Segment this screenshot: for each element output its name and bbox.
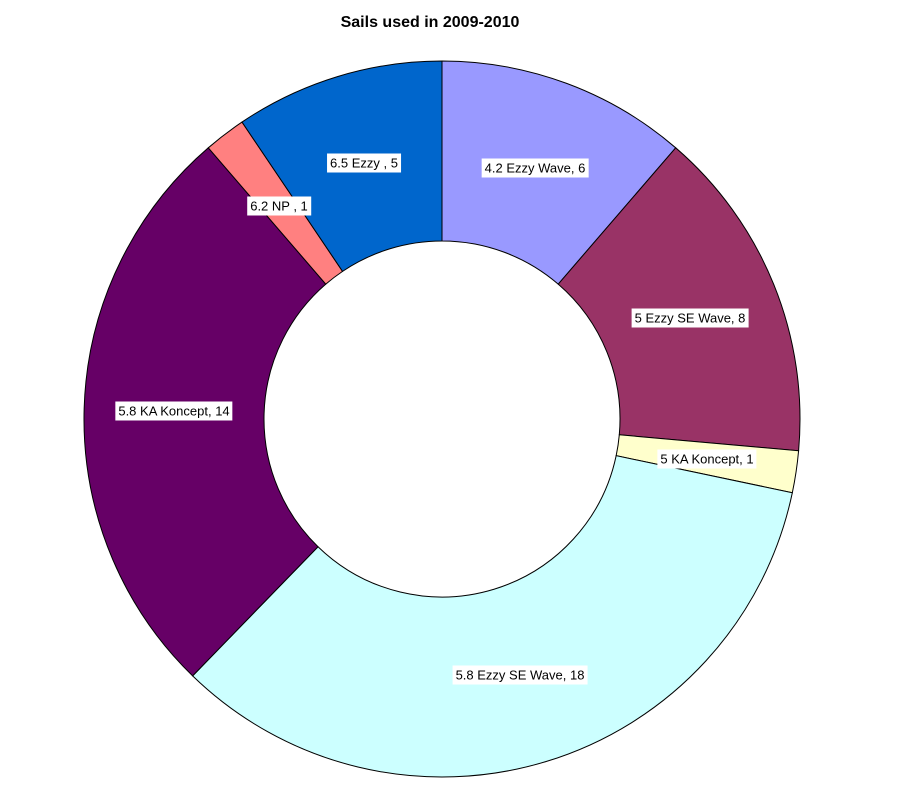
data-label-6-2-np: 6.2 NP , 1 bbox=[247, 196, 311, 216]
pie-slice-5-ezzy-se-wave bbox=[557, 147, 801, 452]
data-label-5-ezzy-se-wave: 5 Ezzy SE Wave, 8 bbox=[631, 308, 749, 328]
pie-slice-5-8-ezzy-se-wave bbox=[191, 455, 793, 778]
data-label-5-8-ezzy-se-wave: 5.8 Ezzy SE Wave, 18 bbox=[452, 665, 588, 685]
data-label-5-ka-koncept: 5 KA Koncept, 1 bbox=[657, 449, 757, 469]
chart-title: Sails used in 2009-2010 bbox=[340, 14, 520, 31]
data-label-4-2-ezzy-wave: 4.2 Ezzy Wave, 6 bbox=[481, 158, 589, 178]
data-label-5-8-ka-koncept: 5.8 KA Koncept, 14 bbox=[115, 401, 233, 421]
data-label-6-5-ezzy: 6.5 Ezzy , 5 bbox=[327, 153, 401, 173]
